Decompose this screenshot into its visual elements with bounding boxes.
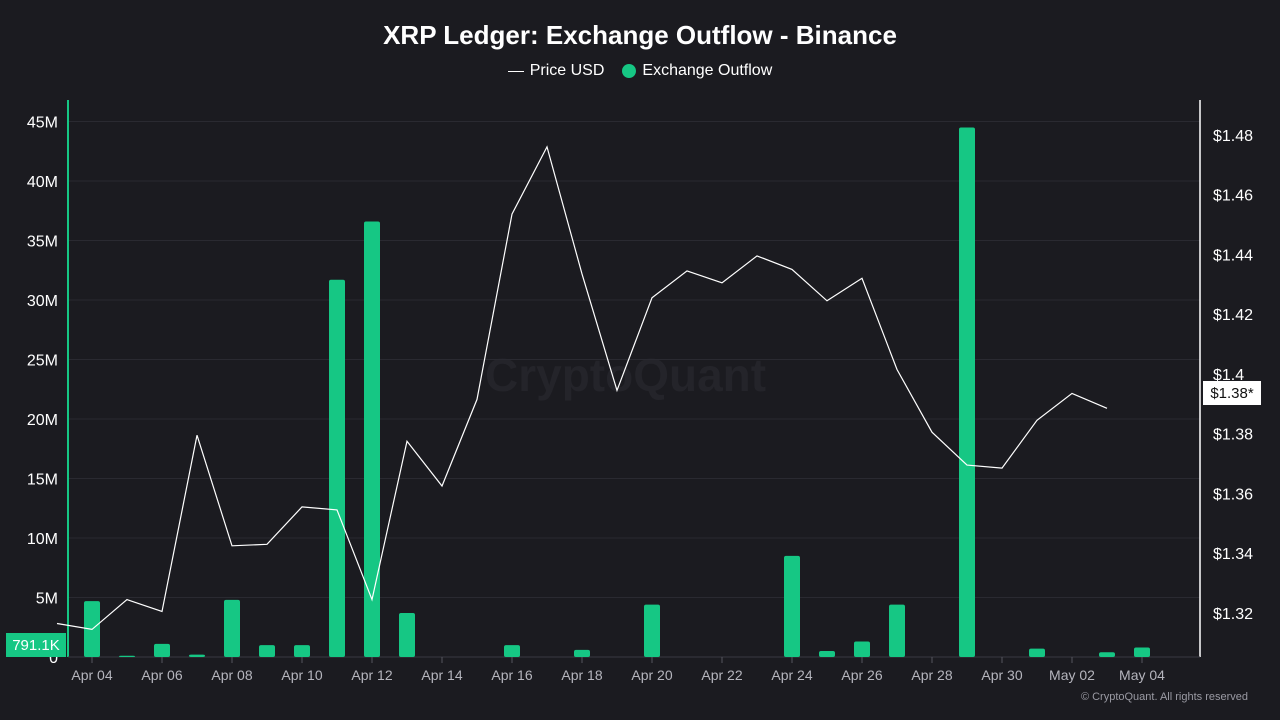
y-left-tick-label: 5M <box>36 591 58 608</box>
legend-item-price[interactable]: Price USD <box>507 62 605 80</box>
x-tick-label: May 04 <box>1119 667 1165 683</box>
outflow-bar <box>224 599 240 657</box>
outflow-bar <box>889 604 905 657</box>
outflow-bar <box>1134 647 1150 657</box>
outflow-bar <box>364 221 380 657</box>
outflow-bar <box>854 641 870 657</box>
chart-legend: Price USD Exchange Outflow <box>0 62 1280 80</box>
outflow-bar <box>959 127 975 657</box>
outflow-bar <box>294 645 310 657</box>
outflow-bar <box>1029 648 1045 657</box>
price-line <box>56 145 1108 631</box>
current-price-badge: $1.38* <box>1203 381 1261 405</box>
y-right-tick-label: $1.36 <box>1213 486 1253 503</box>
y-right-tick-label: $1.4 <box>1213 367 1244 384</box>
outflow-bar <box>189 654 205 657</box>
x-tick-label: Apr 24 <box>771 667 812 683</box>
x-tick-label: Apr 28 <box>911 667 952 683</box>
outflow-bar <box>784 555 800 657</box>
y-left-tick-label: 40M <box>27 174 58 191</box>
y-left-tick-label: 30M <box>27 293 58 310</box>
outflow-bar <box>119 655 135 657</box>
outflow-bar <box>329 279 345 657</box>
x-tick-label: May 02 <box>1049 667 1095 683</box>
outflow-bar <box>259 645 275 657</box>
line-legend-icon <box>507 70 524 72</box>
legend-label-price: Price USD <box>529 62 605 79</box>
x-tick-label: Apr 10 <box>281 667 322 683</box>
y-left-tick-label: 25M <box>27 353 58 370</box>
outflow-bar <box>154 643 170 657</box>
y-left-tick-label: 20M <box>27 412 58 429</box>
x-tick-label: Apr 18 <box>561 667 602 683</box>
x-tick-label: Apr 04 <box>71 667 112 683</box>
x-tick-label: Apr 20 <box>631 667 672 683</box>
x-tick-label: Apr 26 <box>841 667 882 683</box>
dot-legend-icon <box>622 64 637 78</box>
watermark: CryptoQuant <box>485 349 767 401</box>
y-right-tick-label: $1.46 <box>1213 188 1253 205</box>
y-right-tick-label: $1.42 <box>1213 307 1253 324</box>
y-right-tick-label: $1.34 <box>1213 546 1253 563</box>
x-tick-label: Apr 22 <box>701 667 742 683</box>
y-left-tick-label: 10M <box>27 531 58 548</box>
x-tick-label: Apr 14 <box>421 667 462 683</box>
outflow-bar <box>1099 652 1115 657</box>
y-left-tick-label: 45M <box>27 115 58 132</box>
legend-item-outflow[interactable]: Exchange Outflow <box>622 62 772 80</box>
y-left-tick-label: 35M <box>27 234 58 251</box>
chart-title: XRP Ledger: Exchange Outflow - Binance <box>383 20 897 50</box>
y-right-tick-label: $1.44 <box>1213 247 1253 264</box>
x-tick-label: Apr 12 <box>351 667 392 683</box>
x-tick-label: Apr 16 <box>491 667 532 683</box>
x-tick-label: Apr 06 <box>141 667 182 683</box>
outflow-bar <box>574 649 590 657</box>
outflow-bar <box>504 645 520 657</box>
current-outflow-badge: 791.1K <box>6 633 66 657</box>
outflow-bar <box>819 651 835 657</box>
y-left-tick-label: 0 <box>49 650 58 667</box>
legend-label-outflow: Exchange Outflow <box>642 62 773 79</box>
y-right-tick-label: $1.48 <box>1213 128 1253 145</box>
outflow-bar <box>399 612 415 657</box>
copyright-footer: © CryptoQuant. All rights reserved <box>1080 691 1248 703</box>
y-right-tick-label: $1.32 <box>1213 606 1253 623</box>
outflow-bar <box>644 604 660 657</box>
x-tick-label: Apr 30 <box>981 667 1022 683</box>
x-tick-label: Apr 08 <box>211 667 252 683</box>
y-right-tick-label: $1.38 <box>1213 427 1253 444</box>
y-left-tick-label: 15M <box>27 472 58 489</box>
